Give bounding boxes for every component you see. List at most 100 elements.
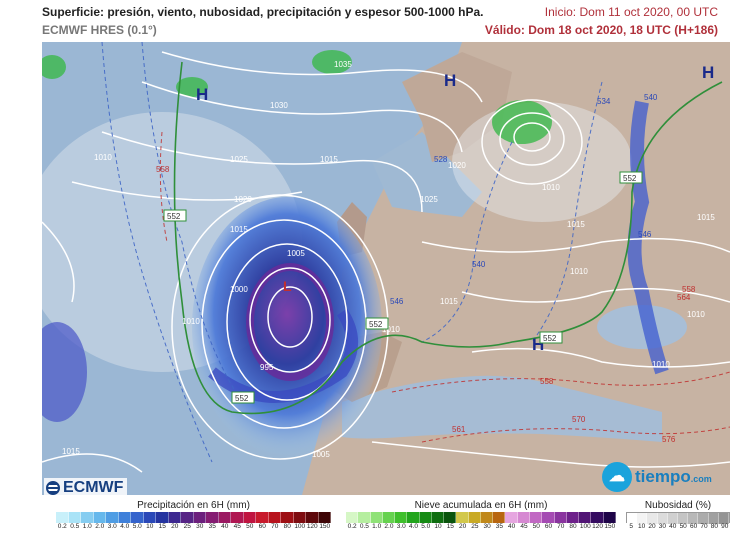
cloud-color-swatch xyxy=(698,513,709,524)
frontal-rain-band xyxy=(627,100,669,375)
snow-color-swatch xyxy=(603,512,616,523)
snow-tick-label: 120 xyxy=(592,523,604,530)
cloud-tick-label: 40 xyxy=(669,523,677,530)
thickness-label: 534 xyxy=(597,97,611,106)
precip-color-swatch xyxy=(131,512,144,523)
precip-color-swatch xyxy=(281,512,294,523)
cloud-color-swatch xyxy=(718,513,730,524)
thickness-label: 570 xyxy=(572,415,586,424)
thickness-label: 564 xyxy=(677,293,691,302)
precip-color-swatch xyxy=(218,512,231,523)
precip-color-swatch xyxy=(256,512,269,523)
ecmwf-globe-icon xyxy=(46,481,60,495)
snow-tick-label: 3.0 xyxy=(396,523,406,530)
precip-tick-label: 20 xyxy=(171,523,179,530)
isobar-label: 1015 xyxy=(697,213,715,222)
isobar-label: 1020 xyxy=(234,195,252,204)
snow-color-swatch xyxy=(419,512,432,523)
precip-tick-label: 1.0 xyxy=(82,523,92,530)
precip-tick-label: 15 xyxy=(158,523,166,530)
precip-color-swatch xyxy=(206,512,219,523)
isobar-label: 1025 xyxy=(230,155,248,164)
precip-tick-label: 100 xyxy=(294,523,306,530)
thickness-label: 558 xyxy=(682,285,696,294)
ecmwf-logo: ECMWF xyxy=(44,478,128,498)
snow-tick-label: 15 xyxy=(446,523,454,530)
cloud-tick-label: 30 xyxy=(658,523,667,530)
thickness-lines xyxy=(101,42,603,463)
thickness-label-box: 552 xyxy=(539,331,563,344)
snow-color-swatch xyxy=(407,512,420,523)
warm-thickness-lines xyxy=(159,131,730,443)
snow-tick-label: 10 xyxy=(434,523,442,530)
north-sea xyxy=(372,132,482,217)
thickness-552-line xyxy=(173,61,723,415)
isobar-label: 1015 xyxy=(567,220,585,229)
precip-tick-labels: 0.2 0.5 1.0 2.0 3.0 4.0 5.0 10 15 20 25 30 35 40 45 50 6… xyxy=(56,523,331,533)
snow-tick-label: 50 xyxy=(532,523,540,530)
precip-tick-label: 3.0 xyxy=(107,523,117,530)
isobar-label: 1005 xyxy=(312,450,330,459)
snow-tick-label: 100 xyxy=(579,523,591,530)
snow-color-swatch xyxy=(493,512,506,523)
precip-tick-label: 10 xyxy=(146,523,154,530)
precip-tick-label: 30 xyxy=(196,523,204,530)
snow-tick-label: 150 xyxy=(604,523,616,530)
snow-tick-label: 2.0 xyxy=(384,523,394,530)
snow-tick-label: 0.5 xyxy=(359,523,369,530)
valid-time: Válido: Dom 18 oct 2020, 18 UTC (H+186) xyxy=(484,23,718,37)
precip-color-swatch xyxy=(106,512,119,523)
snow-area xyxy=(42,55,66,79)
weather-map[interactable]: H H H H L 1035 1030 1025 1020 1015 1010 … xyxy=(42,42,730,495)
precip-tick-label: 70 xyxy=(271,523,279,530)
snow-color-swatch xyxy=(456,512,469,523)
precip-color-swatch xyxy=(306,512,319,523)
cloud-tick-label: 70 xyxy=(700,523,708,530)
thickness-label-box: 552 xyxy=(365,317,389,330)
snow-legend-title: Nieve acumulada en 6H (mm) xyxy=(414,500,548,511)
isobar-label: 1010 xyxy=(182,317,200,326)
init-time: Inicio: Dom 11 oct 2020, 00 UTC xyxy=(544,5,718,19)
precip-tick-label: 50 xyxy=(246,523,254,530)
thickness-label: 546 xyxy=(390,297,404,306)
precip-tick-label: 40 xyxy=(221,523,229,530)
rain-area xyxy=(42,322,87,422)
scandinavia xyxy=(402,52,512,162)
snow-tick-label: 20 xyxy=(458,523,467,530)
thickness-label-box: 552 xyxy=(163,209,187,222)
snow-area xyxy=(176,77,208,97)
precip-color-swatch xyxy=(231,512,244,523)
tiempo-logo[interactable]: ☁ tiempo.com xyxy=(602,462,712,492)
cloud-legend-title: Nubosidad (%) xyxy=(644,500,712,511)
isobar-label: 1020 xyxy=(448,161,466,170)
thickness-label: 540 xyxy=(644,93,658,102)
snow-color-swatch xyxy=(480,512,494,523)
precip-tick-label: 150 xyxy=(319,523,331,530)
thickness-label: 540 xyxy=(472,260,486,269)
snow-color-bar xyxy=(346,512,616,523)
thickness-label: 528 xyxy=(434,155,448,164)
isobar-label: 1000 xyxy=(230,285,248,294)
precip-tick-label: 120 xyxy=(306,523,318,530)
cloud-legend: Nubosidad (%) 5 10 20 30 40 50 60 70 80 90 xyxy=(626,500,730,533)
high-pressure-marker: H xyxy=(444,71,456,90)
snow-legend: Nieve acumulada en 6H (mm) 0.2 0.5 1.0 2.0 3… xyxy=(346,500,616,533)
snow-color-swatch xyxy=(346,512,359,523)
svg-text:552: 552 xyxy=(167,212,181,221)
thickness-label-box: 552 xyxy=(619,171,643,184)
precip-color-swatch xyxy=(56,512,69,523)
thickness-label: 576 xyxy=(662,435,676,444)
cloud-tick-label: 10 xyxy=(637,523,646,530)
isobar-label: 1030 xyxy=(270,101,288,110)
precip-tick-label: 4.0 xyxy=(120,523,130,530)
precip-legend-title: Precipitación en 6H (mm) xyxy=(137,500,250,511)
snow-tick-label: 45 xyxy=(520,523,528,530)
cloud-color-swatch xyxy=(637,513,648,524)
isobar-label: 1005 xyxy=(287,249,305,258)
cloud-tick-labels: 5 10 20 30 40 50 60 70 80 90 xyxy=(626,523,730,533)
precip-color-swatch xyxy=(243,512,256,523)
thickness-label-box: 552 xyxy=(231,391,255,404)
frontal-rain-band xyxy=(208,308,358,403)
svg-text:552: 552 xyxy=(369,320,383,329)
snow-tick-label: 40 xyxy=(508,523,516,530)
